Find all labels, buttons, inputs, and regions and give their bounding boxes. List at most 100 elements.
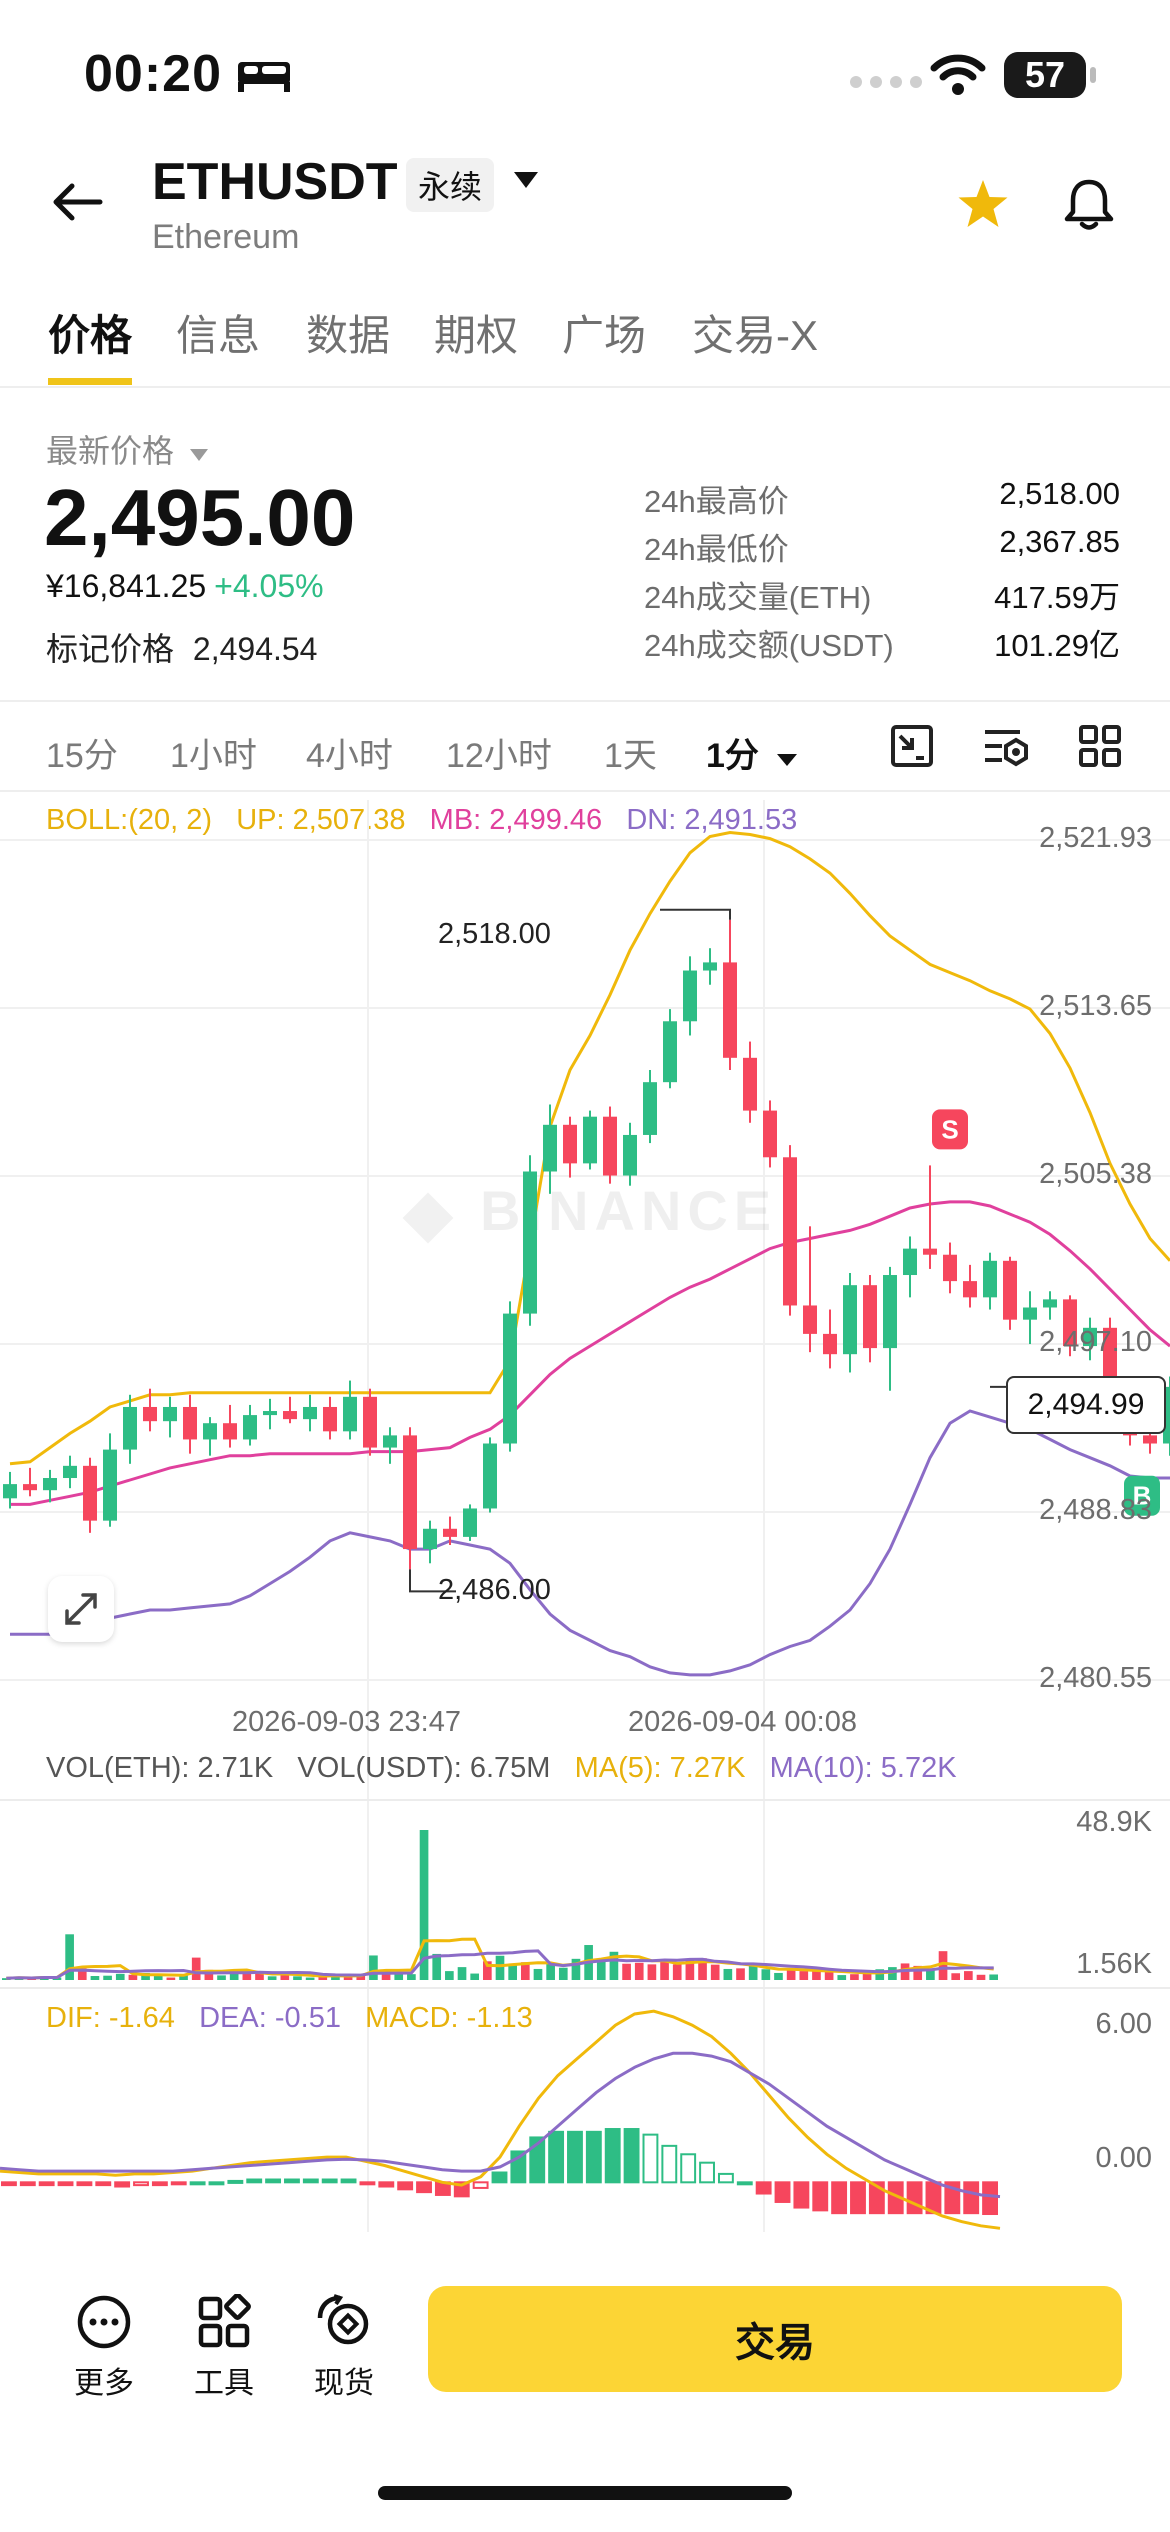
volume-bar [483,1961,492,1980]
candle-body [1003,1260,1017,1320]
time-axis-label: 2026-09-03 23:47 [232,1706,461,1738]
macd-histogram-bar [699,2161,715,2184]
more-button[interactable]: 更多 [54,2294,154,2402]
volume-bar [331,1974,340,1980]
grid-layout-icon[interactable] [1078,724,1122,773]
home-indicator [378,2486,792,2500]
macd-histogram-bar [133,2181,149,2187]
volume-bar [293,1976,302,1980]
macd-dif: DIF: -1.64 [46,2002,175,2034]
candle-body [143,1406,157,1422]
price-axis-label: 2,480.55 [1039,1662,1152,1694]
volume-bar [191,1957,201,1980]
volume-bar [103,1975,112,1980]
volume-bar [381,1970,391,1980]
tab-info[interactable]: 信息 [176,312,261,359]
volume-bar [786,1969,796,1980]
candle-body [423,1528,437,1550]
candle-body [563,1124,577,1164]
interval-15m[interactable]: 15分 [46,737,118,775]
volume-bar [926,1968,935,1980]
buy-signal-label: B [1133,1481,1152,1511]
tab-options[interactable]: 期权 [434,312,519,359]
interval-1h[interactable]: 1小时 [170,737,257,775]
volume-bar [546,1962,555,1980]
star-icon[interactable] [956,178,1010,235]
last-price-label[interactable]: 最新价格 [46,426,209,472]
volume-bar [964,1971,973,1980]
candle-body [823,1333,837,1355]
stat-value: 2,367.85 [999,524,1120,559]
volume-bar [609,1951,619,1980]
macd-histogram-bar [170,2181,187,2186]
volume-bar [723,1968,733,1980]
candle-body [323,1406,337,1432]
volume-bar [508,1965,517,1980]
volume-bar [77,1968,87,1980]
macd-histogram-bar [529,2136,546,2184]
volume-bar [229,1973,239,1980]
trade-button[interactable]: 交易 [428,2286,1122,2392]
macd-histogram-bar [340,2178,357,2184]
tab-price[interactable]: 价格 [48,312,133,359]
candle-body [963,1281,977,1298]
fullscreen-button[interactable] [48,1576,114,1642]
volume-bar [280,1975,290,1980]
macd-histogram-bar [661,2144,678,2184]
last-price: 2,495.00 [44,473,356,562]
candle-body [303,1406,317,1420]
vol-ma10: MA(10): 5.72K [769,1752,957,1784]
vol-ma5: MA(5): 7.27K [574,1752,746,1784]
active-tab-indicator [48,378,132,385]
bell-icon[interactable] [1062,176,1116,237]
tools-label: 工具 [194,2367,254,2400]
spot-button[interactable]: 现货 [294,2294,394,2402]
volume-bar [179,1975,188,1980]
volume-ma10-line [6,1949,994,1980]
tab-square[interactable]: 广场 [562,312,647,359]
symbol-title[interactable]: ETHUSDT [152,153,398,211]
stat-label: 24h最高价 [644,484,789,519]
boll-legend: BOLL:(20, 2) UP: 2,507.38 MB: 2,499.46 D… [46,804,797,837]
high-marker-line [660,908,731,920]
volume-bar [736,1968,745,1980]
volume-bar [217,1975,226,1980]
indicator-settings-icon[interactable] [982,724,1030,773]
macd-histogram-bar [321,2178,338,2184]
macd-histogram-bar [208,2181,225,2186]
volume-bar [799,1971,809,1980]
volume-bar [596,1961,606,1980]
interval-selector[interactable]: 1分 [706,728,798,777]
macd-histogram-bar [850,2181,866,2215]
macd-histogram-bar [567,2130,583,2184]
interval-4h[interactable]: 4小时 [306,737,393,775]
macd-histogram-bar [642,2133,659,2184]
tools-button[interactable]: 工具 [174,2293,274,2402]
more-icon [77,2295,131,2349]
volume-bar [166,1977,176,1980]
back-button[interactable] [50,182,104,227]
caret-down-icon[interactable] [512,170,540,195]
candle-body [683,970,697,1022]
candle-body [643,1082,657,1135]
macd-histogram-bar [472,2181,489,2189]
interval-1d[interactable]: 1天 [604,737,657,775]
macd-histogram-bar [38,2181,55,2187]
chart-draw-icon[interactable] [890,724,934,773]
volume-bar [660,1961,669,1980]
kline-chart[interactable]: BINANCE S B [0,800,1170,2232]
candle-body [723,962,737,1058]
macd-histogram-bar [378,2181,395,2188]
interval-12h[interactable]: 12小时 [446,737,552,775]
macd-histogram-bar [680,2153,697,2184]
tab-data[interactable]: 数据 [306,312,391,359]
macd-histogram-bar [963,2181,980,2215]
caret-down-icon [189,449,208,461]
macd-histogram-bar [623,2128,640,2184]
volume-bar [394,1974,404,1980]
volume-bar [761,1969,771,1980]
candle-body [43,1478,57,1491]
tab-trade-x[interactable]: 交易-X [692,312,819,359]
candle-body [703,962,717,971]
macd-histogram-bar [359,2181,376,2186]
